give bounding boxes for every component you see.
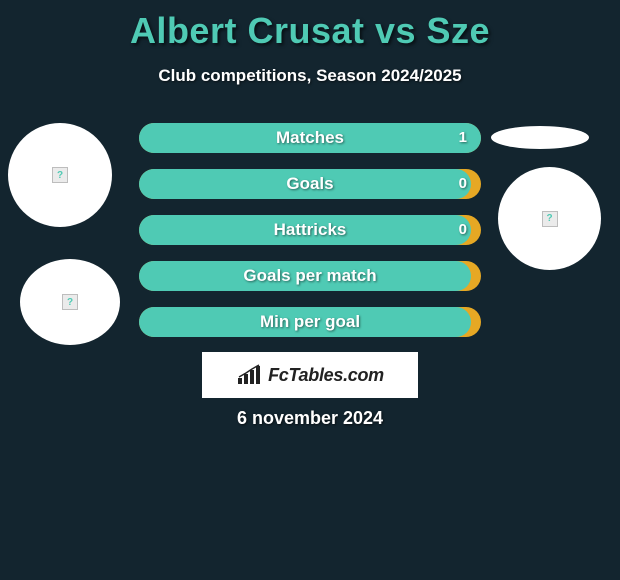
- stat-value: 0: [459, 169, 467, 199]
- stat-label: Goals per match: [139, 261, 481, 291]
- stat-row-goals-per-match: Goals per match: [139, 261, 481, 291]
- stat-row-goals: Goals 0: [139, 169, 481, 199]
- team-logo-left: ?: [20, 259, 120, 345]
- date-text: 6 november 2024: [0, 408, 620, 429]
- stat-label: Goals: [139, 169, 481, 199]
- team-logo-right: ?: [498, 167, 601, 270]
- brand-box: FcTables.com: [202, 352, 418, 398]
- image-placeholder-icon: ?: [52, 167, 68, 183]
- stat-value: 1: [459, 123, 467, 153]
- subtitle: Club competitions, Season 2024/2025: [0, 66, 620, 86]
- stat-row-min-per-goal: Min per goal: [139, 307, 481, 337]
- page-title: Albert Crusat vs Sze: [0, 0, 620, 52]
- brand-text: FcTables.com: [268, 365, 384, 386]
- brand-bars-icon: [236, 364, 264, 386]
- stat-row-hattricks: Hattricks 0: [139, 215, 481, 245]
- stat-label: Hattricks: [139, 215, 481, 245]
- stat-row-matches: Matches 1: [139, 123, 481, 153]
- image-placeholder-icon: ?: [542, 211, 558, 227]
- stat-label: Min per goal: [139, 307, 481, 337]
- stat-value: 0: [459, 215, 467, 245]
- player-avatar-left: ?: [8, 123, 112, 227]
- stat-label: Matches: [139, 123, 481, 153]
- image-placeholder-icon: ?: [62, 294, 78, 310]
- player-avatar-right-top: [491, 126, 589, 149]
